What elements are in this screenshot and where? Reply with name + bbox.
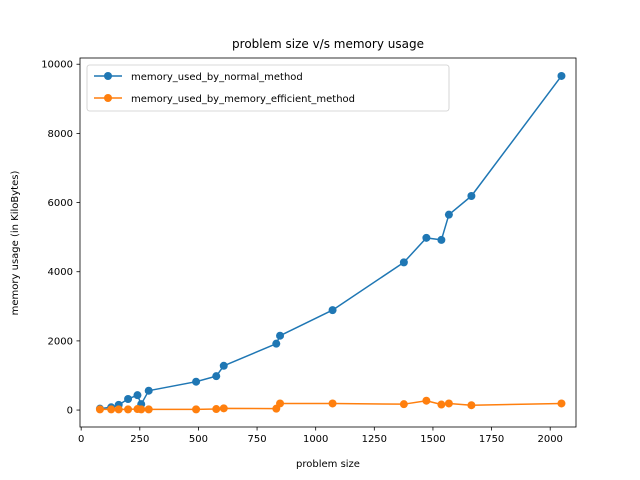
- data-point: [212, 372, 221, 381]
- data-point: [272, 339, 281, 348]
- x-tick-label: 1500: [420, 434, 445, 445]
- y-tick-label: 4000: [48, 267, 73, 278]
- data-point: [276, 331, 285, 340]
- data-point: [144, 405, 153, 414]
- legend-label: memory_used_by_memory_efficient_method: [131, 94, 355, 105]
- data-point: [192, 405, 201, 414]
- x-tick-label: 500: [189, 434, 208, 445]
- legend-marker: [104, 72, 112, 80]
- legend-box: [86, 64, 450, 112]
- data-point: [444, 210, 453, 219]
- data-point: [399, 258, 408, 267]
- data-point: [467, 401, 476, 410]
- axes-frame: [79, 57, 577, 428]
- y-tick-label: 8000: [48, 129, 73, 140]
- x-tick-label: 1750: [479, 434, 504, 445]
- data-point: [114, 405, 123, 414]
- x-tick-label: 0: [78, 434, 84, 445]
- data-point: [422, 396, 431, 405]
- data-point: [124, 405, 133, 414]
- x-tick-label: 250: [130, 434, 149, 445]
- y-tick-label: 6000: [48, 198, 73, 209]
- y-axis-label: memory usage (in KiloBytes): [10, 171, 21, 316]
- x-tick-label: 1250: [362, 434, 387, 445]
- data-point: [422, 233, 431, 242]
- data-point: [144, 386, 153, 395]
- legend-label: memory_used_by_normal_method: [131, 72, 303, 83]
- data-point: [124, 394, 133, 403]
- legend: memory_used_by_normal_method memory_used_…: [86, 64, 450, 112]
- x-tick-label: 1000: [303, 434, 328, 445]
- data-point: [467, 191, 476, 200]
- y-tick-label: 0: [67, 406, 73, 417]
- x-tick-label: 2000: [537, 434, 562, 445]
- data-point: [328, 306, 337, 315]
- data-point: [276, 399, 285, 408]
- y-tick-label: 10000: [41, 60, 73, 71]
- legend-marker: [104, 94, 112, 102]
- data-point: [107, 405, 116, 414]
- data-point: [444, 399, 453, 408]
- data-point: [219, 404, 228, 413]
- y-tick-label: 2000: [48, 336, 73, 347]
- x-axis-label: problem size: [296, 459, 360, 470]
- data-point: [219, 361, 228, 370]
- data-point: [328, 399, 337, 408]
- data-point: [437, 235, 446, 244]
- data-point: [399, 400, 408, 409]
- data-point: [557, 71, 566, 80]
- data-point: [212, 405, 221, 414]
- chart-title: problem size v/s memory usage: [232, 37, 424, 51]
- data-point: [437, 400, 446, 409]
- x-tick-label: 750: [248, 434, 267, 445]
- plot-area: 0 250 500 750 1000 1250 1500 1750 2000 0 2000 4000 6…: [41, 57, 577, 445]
- data-point: [192, 377, 201, 386]
- data-point: [133, 391, 142, 400]
- data-point: [95, 405, 104, 414]
- data-point: [137, 405, 146, 414]
- data-point: [557, 399, 566, 408]
